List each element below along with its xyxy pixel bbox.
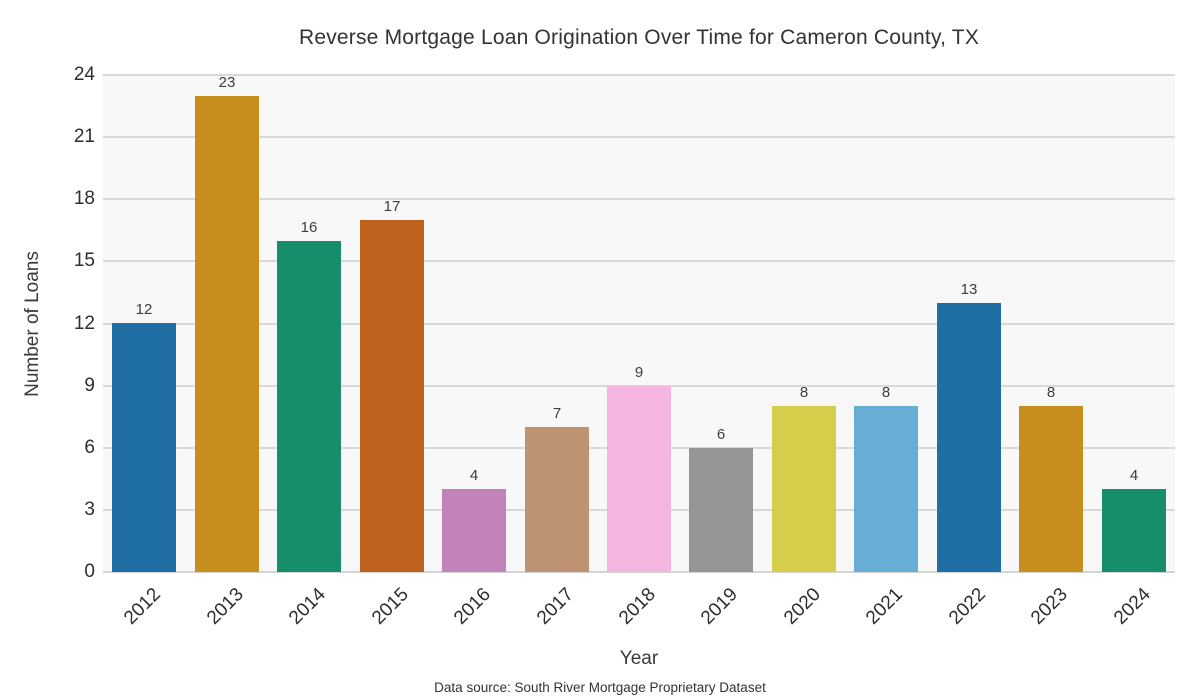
- chart-title: Reverse Mortgage Loan Origination Over T…: [298, 26, 980, 49]
- bar-2018: [607, 386, 671, 572]
- bar-value-label-2024: 4: [1129, 467, 1139, 484]
- plot-area: 12 23 16 17 4 7 9 6 8 8 13 8 4: [103, 74, 1175, 573]
- bar-value-label-2022: 13: [960, 281, 978, 298]
- gridline-y-18: [103, 198, 1175, 201]
- bar-2021: [854, 406, 918, 572]
- bar-value-label-2018: 9: [634, 364, 644, 381]
- bar-value-label-2012: 12: [135, 301, 153, 318]
- x-axis-title: Year: [619, 648, 659, 669]
- bar-value-label-2019: 6: [716, 426, 726, 443]
- y-tick-label-24: 24: [73, 64, 95, 85]
- bar-2014: [277, 241, 341, 572]
- bar-value-label-2023: 8: [1046, 384, 1056, 401]
- bar-value-label-2014: 16: [300, 219, 318, 236]
- bar-2020: [772, 406, 836, 572]
- y-tick-label-0: 0: [84, 561, 95, 582]
- y-tick-label-9: 9: [84, 374, 95, 396]
- bar-value-label-2020: 8: [799, 384, 809, 401]
- gridline-y-12: [103, 322, 1175, 325]
- bar-value-label-2015: 17: [383, 198, 401, 215]
- y-tick-label-6: 6: [84, 436, 95, 458]
- gridline-y-9: [103, 384, 1175, 387]
- bar-2023: [1019, 406, 1083, 572]
- bar-2017: [525, 427, 589, 572]
- gridline-y-15: [103, 260, 1175, 263]
- bar-2016: [442, 489, 506, 572]
- bar-value-label-2017: 7: [552, 405, 562, 422]
- gridline-y-21: [103, 136, 1175, 139]
- y-tick-label-15: 15: [73, 250, 95, 272]
- gridline-y-0: [103, 571, 1175, 573]
- bar-value-label-2021: 8: [881, 384, 891, 401]
- bar-2019: [689, 448, 753, 572]
- y-tick-label-3: 3: [84, 498, 95, 520]
- gridline-y-24: [103, 74, 1175, 76]
- bar-2012: [112, 323, 176, 572]
- bar-2013: [195, 96, 259, 572]
- bar-value-label-2016: 4: [469, 467, 479, 484]
- y-tick-label-12: 12: [73, 312, 95, 334]
- data-source-note: Data source: South River Mortgage Propri…: [434, 680, 766, 695]
- y-tick-label-21: 21: [73, 126, 95, 148]
- bar-2022: [937, 303, 1001, 572]
- bar-2015: [360, 220, 424, 572]
- bar-2024: [1102, 489, 1166, 572]
- bar-value-label-2013: 23: [218, 74, 236, 91]
- y-tick-label-18: 18: [73, 188, 95, 210]
